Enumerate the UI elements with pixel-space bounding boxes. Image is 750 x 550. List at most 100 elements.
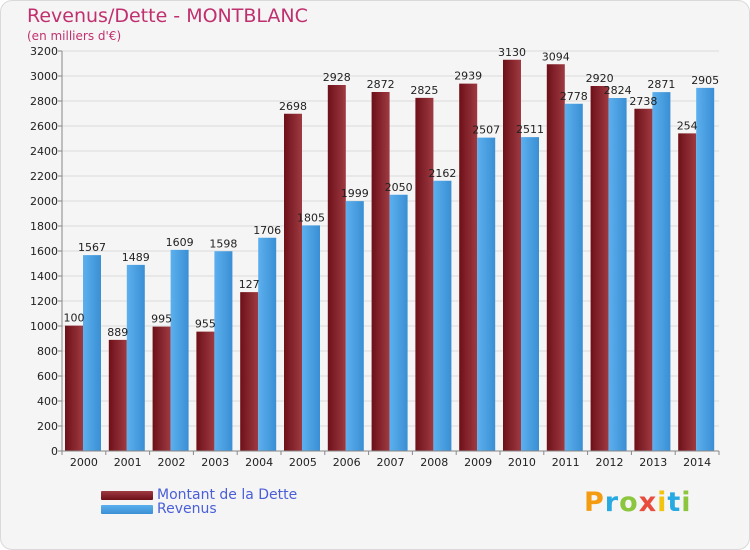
data-label-revenue-2014: 2905	[691, 74, 719, 87]
bar-revenue-2007	[389, 194, 408, 451]
logo-letter: P	[584, 487, 605, 518]
data-label-revenue-2013: 2871	[647, 78, 675, 91]
data-label-debt-2000: 100	[64, 312, 85, 325]
x-tick-label-2004: 2004	[245, 456, 273, 469]
y-tick-label: 2000	[30, 195, 58, 208]
bar-revenue-2010	[521, 137, 539, 451]
bar-debt-2002	[152, 326, 171, 451]
chart-subtitle: (en milliers d'€)	[27, 29, 122, 43]
bar-debt-2013	[634, 108, 653, 451]
data-label-debt-2005: 2698	[279, 100, 307, 113]
data-label-revenue-2012: 2824	[604, 84, 632, 97]
legend-item-debt: Montant de la Dette	[101, 487, 297, 503]
y-tick-label: 800	[37, 345, 58, 358]
x-tick-label-2014: 2014	[683, 456, 711, 469]
y-tick-label: 0	[51, 445, 58, 458]
y-tick-label: 1800	[30, 220, 58, 233]
y-tick-label: 1000	[30, 320, 58, 333]
bar-debt-2006	[327, 85, 346, 451]
data-label-revenue-2003: 1598	[209, 237, 237, 250]
data-label-revenue-2006: 1999	[341, 187, 369, 200]
bar-revenue-2013	[652, 92, 671, 451]
legend-label-revenue: Revenus	[157, 501, 217, 517]
data-label-debt-2007: 2872	[367, 78, 395, 91]
data-label-revenue-2008: 2162	[428, 167, 456, 180]
logo-letter: i	[681, 487, 692, 518]
data-label-revenue-2001: 1489	[122, 251, 150, 264]
x-tick-label-2013: 2013	[639, 456, 667, 469]
legend-swatch-revenue	[101, 504, 153, 514]
logo-letter: x	[638, 487, 658, 518]
bar-revenue-2012	[608, 98, 627, 451]
bar-revenue-2003	[214, 251, 233, 451]
logo-letter: t	[667, 487, 682, 518]
x-tick-label-2011: 2011	[552, 456, 580, 469]
x-tick-label-2003: 2003	[201, 456, 229, 469]
x-tick-label-2005: 2005	[289, 456, 317, 469]
data-label-revenue-2010: 2511	[516, 123, 544, 136]
bar-debt-2001	[108, 339, 127, 451]
legend-item-revenue: Revenus	[101, 501, 217, 517]
y-tick-label: 2600	[30, 120, 58, 133]
bar-debt-2007	[371, 92, 390, 451]
y-tick-label: 3000	[30, 70, 58, 83]
y-tick-label: 2200	[30, 170, 58, 183]
data-label-debt-2002: 995	[151, 313, 172, 326]
bar-debt-2010	[503, 59, 521, 451]
x-tick-label-2001: 2001	[114, 456, 142, 469]
bars	[65, 59, 715, 451]
bar-debt-2004	[240, 292, 259, 451]
x-tick-label-2009: 2009	[464, 456, 492, 469]
bar-debt-2011	[546, 64, 565, 451]
bar-debt-2012	[590, 86, 609, 451]
y-tick-label: 200	[37, 420, 58, 433]
x-tick-label-2008: 2008	[420, 456, 448, 469]
logo-letter: r	[604, 487, 620, 518]
x-tick-label-2010: 2010	[508, 456, 536, 469]
x-tick-label-2002: 2002	[158, 456, 186, 469]
data-label-debt-2013: 2738	[629, 95, 657, 108]
data-label-revenue-2007: 2050	[385, 181, 413, 194]
bar-debt-2000	[65, 325, 83, 451]
y-tick-label: 3200	[30, 45, 58, 58]
x-tick-label-2007: 2007	[377, 456, 405, 469]
data-label-debt-2009: 2939	[454, 70, 482, 83]
y-tick-label: 1200	[30, 295, 58, 308]
x-tick-label-2012: 2012	[596, 456, 624, 469]
data-label-revenue-2002: 1609	[166, 236, 194, 249]
bar-debt-2003	[196, 331, 215, 451]
data-label-revenue-2005: 1805	[297, 211, 325, 224]
bar-debt-2008	[415, 97, 434, 451]
bar-debt-2009	[459, 83, 478, 451]
data-label-revenue-2004: 1706	[253, 224, 281, 237]
x-tick-label-2000: 2000	[70, 456, 98, 469]
bar-revenue-2009	[477, 137, 496, 451]
y-tick-label: 600	[37, 370, 58, 383]
data-label-debt-2012: 2920	[586, 72, 614, 85]
data-label-debt-2004: 127	[239, 278, 260, 291]
data-label-revenue-2011: 2778	[560, 90, 588, 103]
proxiti-logo: Proxiti	[584, 487, 692, 518]
data-label-debt-2011: 3094	[542, 50, 570, 63]
bar-debt-2005	[284, 113, 302, 451]
bar-revenue-2005	[302, 225, 320, 451]
bar-revenue-2011	[564, 103, 583, 451]
logo-letter: i	[657, 487, 668, 518]
legend-swatch-debt	[101, 490, 153, 500]
y-tick-label: 400	[37, 395, 58, 408]
data-label-debt-2003: 955	[195, 318, 216, 331]
bar-revenue-2006	[345, 201, 364, 451]
x-tick-label-2006: 2006	[333, 456, 361, 469]
bar-revenue-2001	[126, 264, 145, 451]
bar-revenue-2008	[433, 180, 452, 451]
logo-letter: o	[619, 487, 639, 518]
y-tick-label: 1600	[30, 245, 58, 258]
data-label-revenue-2009: 2507	[472, 124, 500, 137]
y-tick-label: 1400	[30, 270, 58, 283]
data-label-debt-2010: 3130	[498, 46, 526, 59]
legend-label-debt: Montant de la Dette	[157, 487, 298, 503]
bar-revenue-2004	[258, 237, 277, 451]
x-axis: 2000 2001 2002 2003 2004 2005 2006 2007 2008 2009…	[61, 450, 720, 469]
